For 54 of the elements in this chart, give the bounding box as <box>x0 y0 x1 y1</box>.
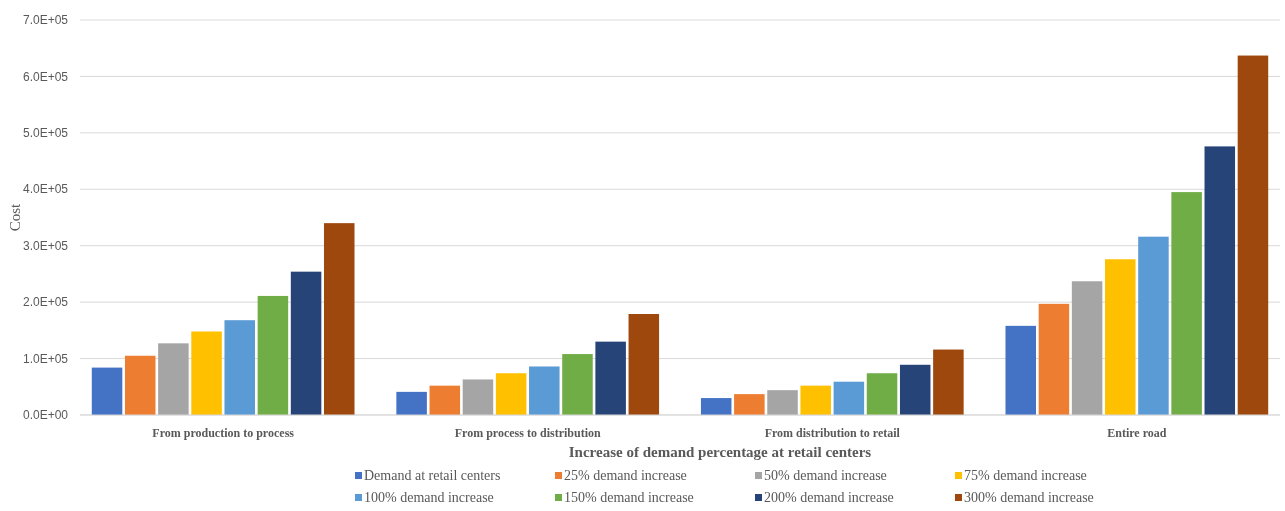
legend-label: 300% demand increase <box>964 489 1094 505</box>
legend-label: 200% demand increase <box>764 489 894 505</box>
bar <box>91 367 123 415</box>
bar <box>495 373 527 415</box>
bar <box>933 349 964 415</box>
bar <box>767 390 798 415</box>
bar <box>562 354 593 415</box>
bar <box>700 398 732 415</box>
legend-label: 75% demand increase <box>964 467 1087 483</box>
legend-label: 25% demand increase <box>564 467 687 483</box>
bar <box>833 381 865 415</box>
y-tick-label: 3.0E+05 <box>22 238 69 253</box>
x-tick-label: From distribution to retail <box>764 426 901 440</box>
bar <box>290 271 322 415</box>
legend-label: 100% demand increase <box>364 489 494 505</box>
y-tick-label: 7.0E+05 <box>22 13 69 28</box>
bar <box>1237 55 1269 415</box>
legend-label: 50% demand increase <box>764 467 887 483</box>
bar <box>1204 146 1236 415</box>
y-tick-label: 0.0E+00 <box>22 408 69 423</box>
x-tick-label: From production to process <box>152 426 295 440</box>
bar <box>1138 236 1169 415</box>
y-tick-label: 6.0E+05 <box>22 69 69 84</box>
y-axis-title: Cost <box>7 202 23 232</box>
bar <box>429 385 461 415</box>
bar <box>866 373 898 415</box>
bar <box>899 364 931 415</box>
y-tick-label: 4.0E+05 <box>22 182 69 197</box>
bar <box>1038 303 1070 415</box>
bar <box>529 366 560 415</box>
bar <box>628 313 660 415</box>
x-tick-label: Entire road <box>1107 426 1167 440</box>
bar <box>462 379 494 415</box>
x-tick-label: From process to distribution <box>454 426 601 440</box>
bar <box>800 385 831 415</box>
legend-label: Demand at retail centers <box>364 467 501 483</box>
bar <box>191 331 222 415</box>
bar <box>323 223 355 415</box>
y-tick-label: 5.0E+05 <box>22 126 69 141</box>
legend-label: 150% demand increase <box>564 489 694 505</box>
bar <box>1171 192 1202 415</box>
bar <box>257 295 289 415</box>
bar <box>595 341 626 415</box>
y-tick-label: 2.0E+05 <box>22 295 69 310</box>
bar <box>1071 281 1103 415</box>
x-axis-title: Increase of demand percentage at retail centers <box>568 444 872 460</box>
y-tick-label: 1.0E+05 <box>22 351 69 366</box>
bar <box>734 394 765 415</box>
bar <box>224 320 255 415</box>
bar <box>158 343 189 415</box>
bar <box>1005 325 1037 415</box>
bar <box>124 355 156 415</box>
bar <box>396 391 427 415</box>
bar <box>1105 259 1136 415</box>
